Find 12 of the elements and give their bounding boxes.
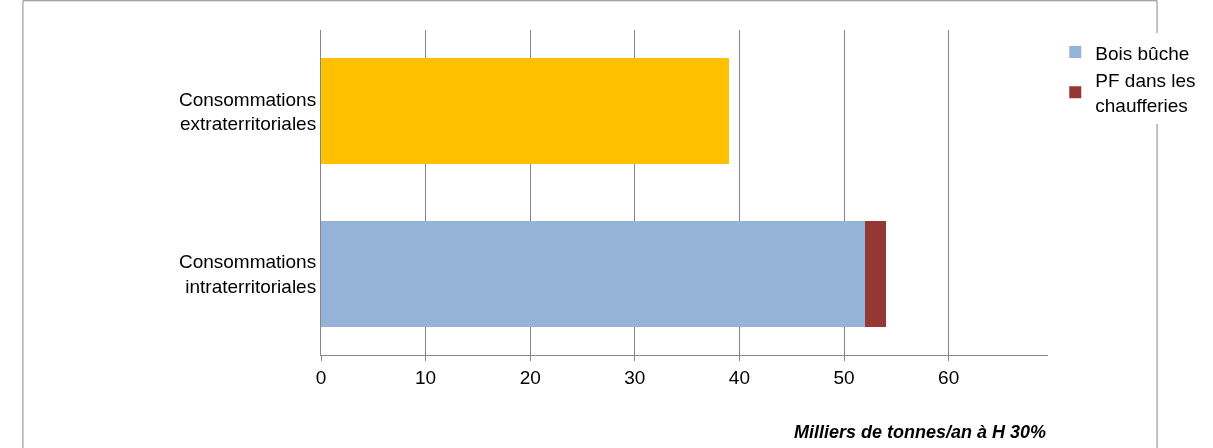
x-tick-label: 40	[728, 366, 750, 388]
y-tick-label: Consommations intraterritoriales	[178, 251, 317, 297]
legend-label: Bois bûche	[1095, 42, 1190, 64]
x-tick-label: 10	[415, 366, 437, 388]
x-tick-label: 30	[624, 366, 646, 388]
x-tick-label: 60	[938, 366, 960, 388]
x-axis-title: Milliers de tonnes/an à H 30%	[794, 422, 1047, 442]
x-tick-label: 0	[315, 366, 327, 388]
legend-label: PF dans les chaufferies	[1095, 70, 1196, 116]
x-tick-label: 50	[833, 366, 855, 388]
x-tick-label: 20	[519, 366, 541, 388]
y-tick-label: Consommations extraterritoriales	[178, 88, 317, 135]
